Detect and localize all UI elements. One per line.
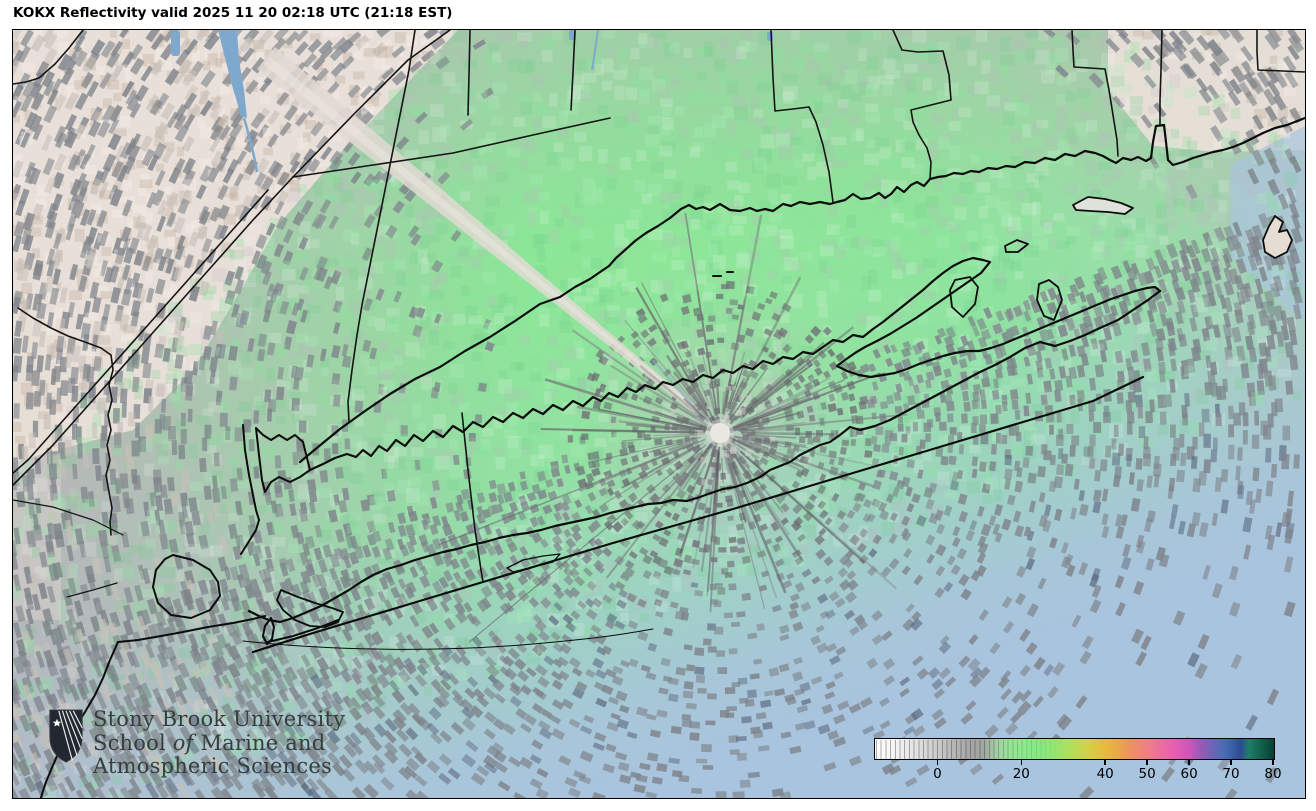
ground-clutter-spokes	[438, 212, 908, 643]
coast-sandy-hook	[262, 617, 275, 645]
coast-lagoon-island	[506, 553, 561, 573]
colorbar-tick-label: 50	[1138, 766, 1156, 782]
colorbar-tick-label: 20	[1012, 766, 1030, 782]
coast-lower-bay-nj	[117, 615, 266, 643]
branding-university: Stony Brook University	[93, 707, 346, 731]
border-ct-v2	[570, 30, 576, 111]
coast-long-island-north	[308, 256, 1162, 472]
colorbar-tick-label: 60	[1180, 766, 1198, 782]
colorbar-tick-label: 0	[933, 766, 942, 782]
border-junction-ne	[292, 30, 451, 178]
colorbar-gradient	[874, 738, 1275, 760]
colorbar-segment-lines	[876, 740, 1064, 760]
border-nw-staircase	[13, 30, 84, 85]
colorbar: 0 20 40 50 60 70 80	[874, 738, 1282, 790]
coast-channel-line	[242, 628, 654, 650]
map-canvas: Stony Brook University School of Marine …	[12, 29, 1306, 799]
coast-staten-island	[152, 554, 221, 619]
colorbar-tick-label: 40	[1096, 766, 1114, 782]
figure-title: KOKX Reflectivity valid 2025 11 20 02:18…	[13, 5, 453, 21]
border-ny-ct	[347, 30, 416, 423]
gardiners-island	[1036, 279, 1063, 321]
county-state-borders	[13, 30, 1305, 598]
hudson-river-lower	[242, 117, 259, 173]
hudson-river	[218, 30, 247, 118]
shelter-island	[949, 276, 979, 318]
border-junction-sw	[13, 176, 294, 486]
coast-connecticut	[298, 116, 1305, 464]
reservoir	[171, 30, 180, 56]
branding-text: Stony Brook University School of Marine …	[93, 707, 346, 779]
radar-site-marker	[706, 419, 734, 447]
colorbar-tick-label: 70	[1222, 766, 1240, 782]
border-palisades	[17, 307, 114, 536]
branding-block: Stony Brook University School of Marine …	[48, 707, 346, 779]
border-ct-v3	[770, 30, 834, 203]
coast-long-island-south	[247, 289, 1162, 624]
border-nassau-suffolk	[461, 412, 484, 583]
shield-star	[52, 718, 62, 727]
branding-school-line1: School of Marine and	[93, 730, 326, 755]
branding-school-line2: Atmospheric Sciences	[93, 754, 332, 778]
coast-east-river	[264, 469, 311, 493]
border-ct-v5	[1071, 30, 1119, 157]
border-ct-v4	[892, 30, 952, 180]
coast-manhattan-west	[242, 424, 260, 521]
border-nj-1	[13, 499, 124, 536]
connecticut-river	[591, 30, 599, 71]
radar-site-dot	[710, 423, 730, 443]
stony-brook-shield-icon	[49, 709, 83, 763]
border-ct-v6	[1256, 30, 1305, 73]
border-ct-ri	[1159, 30, 1163, 126]
water-features	[171, 30, 773, 173]
coast-manhattan-east	[255, 427, 266, 493]
border-ct-v1	[467, 30, 471, 116]
coast-bronx	[255, 427, 311, 471]
border-junction-e	[292, 117, 611, 178]
colorbar-tick-label: 80	[1264, 766, 1282, 782]
radar-speckle-layer	[13, 30, 1305, 798]
plum-island	[1004, 239, 1029, 253]
coast-rockaway	[267, 619, 339, 643]
coast-upper-bay	[240, 519, 260, 555]
fishers-island	[1072, 196, 1134, 215]
coast-barrier-beach	[251, 375, 1145, 654]
coast-norwalk-islets	[712, 271, 734, 277]
block-island	[1262, 215, 1293, 259]
offshore-islands	[949, 196, 1293, 321]
border-nj-2	[66, 582, 118, 598]
beam-blockage-wedge-core	[263, 57, 698, 411]
border-parallel-sw	[13, 189, 269, 474]
coast-jamaica-bay	[276, 589, 344, 628]
basemap-svg	[13, 30, 1305, 798]
